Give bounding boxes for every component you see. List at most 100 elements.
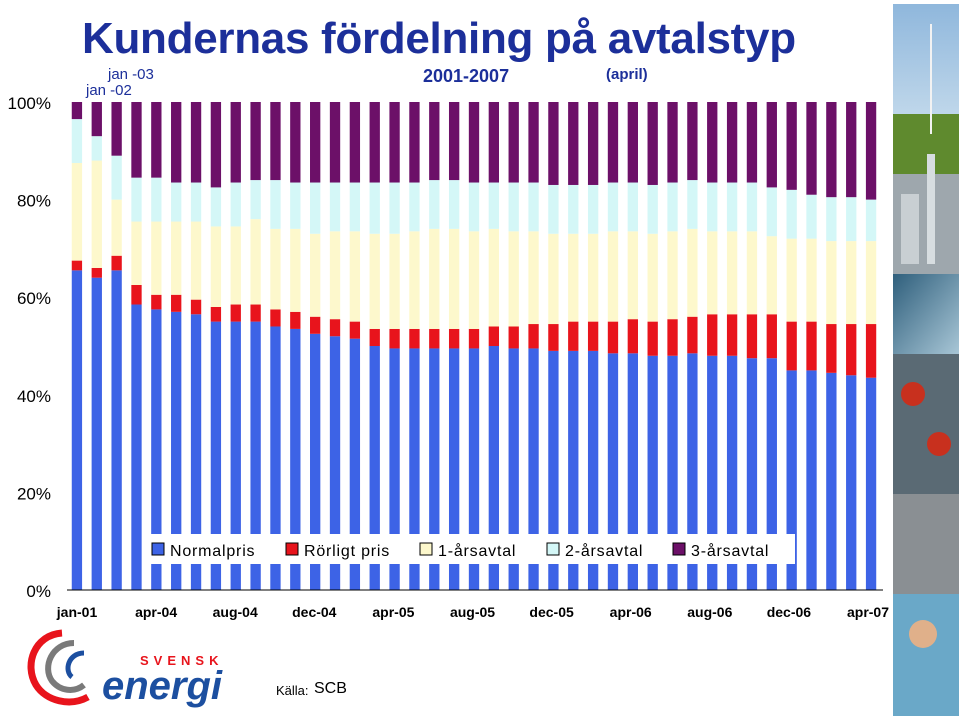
x-tick-label: jan-01 bbox=[56, 604, 98, 620]
bar-segment-2 bbox=[865, 324, 877, 378]
bar-segment-3 bbox=[329, 231, 341, 320]
bar-segment-2 bbox=[826, 324, 837, 373]
bar-segment-5 bbox=[707, 102, 718, 183]
bar-segment-4 bbox=[687, 180, 698, 229]
y-tick-label: 60% bbox=[17, 289, 51, 308]
bar-segment-3 bbox=[766, 236, 777, 315]
bar-segment-3 bbox=[627, 231, 638, 320]
y-tick-label: 20% bbox=[17, 484, 51, 503]
bar-segment-2 bbox=[568, 321, 579, 351]
y-tick-label: 40% bbox=[17, 387, 51, 406]
legend-label: Normalpris bbox=[170, 543, 255, 560]
stacked-bar-chart: 0% 20% 40% 60% 80% 100% jan-01 apr-04 aug-04 dec-… bbox=[8, 94, 890, 620]
bar-segment-3 bbox=[190, 221, 202, 300]
bar-segment-1 bbox=[71, 270, 83, 590]
bar-segment-4 bbox=[846, 197, 857, 242]
bar-segment-4 bbox=[190, 182, 202, 222]
bar-segment-2 bbox=[409, 328, 420, 349]
bar-segment-3 bbox=[687, 228, 698, 317]
bar-segment-5 bbox=[568, 102, 579, 185]
legend-swatch bbox=[285, 542, 299, 556]
y-tick-label: 80% bbox=[17, 192, 51, 211]
bar-segment-2 bbox=[429, 328, 440, 349]
bar-segment-2 bbox=[786, 321, 797, 371]
bar-segment-4 bbox=[171, 182, 182, 222]
annotation-jan-03: jan -03 bbox=[108, 66, 154, 83]
bar-segment-5 bbox=[846, 102, 857, 198]
x-tick-label: apr-05 bbox=[372, 604, 414, 620]
bar-segment-2 bbox=[369, 328, 380, 346]
y-tick-label: 0% bbox=[26, 582, 51, 601]
bar-segment-3 bbox=[270, 228, 281, 310]
bar-segment-5 bbox=[587, 102, 599, 185]
bar-segment-5 bbox=[607, 102, 619, 183]
bar-segment-4 bbox=[409, 182, 420, 232]
bar-segment-4 bbox=[91, 136, 102, 161]
logo-swoosh-grey bbox=[45, 640, 86, 693]
bar-segment-1 bbox=[389, 348, 400, 590]
bar-segment-3 bbox=[746, 231, 758, 315]
bar-segment-2 bbox=[230, 304, 241, 322]
bar-segment-1 bbox=[766, 358, 777, 590]
bar-segment-3 bbox=[151, 221, 162, 295]
bar-segment-4 bbox=[528, 182, 539, 232]
bar-segment-3 bbox=[865, 241, 877, 325]
bar-segment-1 bbox=[409, 348, 420, 590]
bar-segment-4 bbox=[71, 119, 83, 163]
x-tick-label: aug-05 bbox=[450, 604, 495, 620]
bar-segment-4 bbox=[667, 182, 678, 232]
legend-swatch bbox=[672, 542, 686, 556]
bar-segment-3 bbox=[607, 231, 619, 322]
bar-segment-3 bbox=[448, 228, 460, 329]
bar-segment-5 bbox=[369, 102, 380, 183]
bar-segment-3 bbox=[230, 226, 241, 305]
bar-segment-2 bbox=[508, 326, 519, 349]
bar-segment-1 bbox=[210, 321, 222, 590]
legend-label: Rörligt pris bbox=[304, 543, 390, 560]
bar-segment-3 bbox=[707, 231, 718, 315]
x-tick-label: dec-04 bbox=[292, 604, 337, 620]
bar-segment-5 bbox=[865, 102, 877, 200]
bar-segment-1 bbox=[528, 348, 539, 590]
bar-segment-1 bbox=[687, 353, 698, 590]
bar-segment-3 bbox=[508, 231, 519, 327]
bar-segment-3 bbox=[667, 231, 678, 320]
bar-segment-1 bbox=[865, 377, 877, 590]
bar-segment-5 bbox=[508, 102, 519, 183]
bar-segment-3 bbox=[91, 160, 102, 268]
bar-segment-3 bbox=[548, 233, 559, 325]
bar-segment-1 bbox=[806, 370, 817, 590]
bar-segment-2 bbox=[528, 324, 539, 349]
bar-segment-5 bbox=[726, 102, 738, 183]
bar-segment-4 bbox=[250, 180, 261, 220]
bar-segment-4 bbox=[587, 184, 599, 234]
plant-building bbox=[901, 194, 919, 264]
bar-segment-3 bbox=[111, 199, 122, 256]
bar-segment-3 bbox=[488, 228, 500, 327]
photo-insulators bbox=[893, 354, 959, 494]
bar-segment-2 bbox=[488, 326, 500, 346]
bar-segment-4 bbox=[151, 177, 162, 222]
bar-segment-4 bbox=[111, 155, 122, 200]
bar-segment-2 bbox=[707, 314, 718, 356]
bar-segment-2 bbox=[746, 314, 758, 359]
legend-swatch bbox=[419, 542, 433, 556]
bar-segment-4 bbox=[508, 182, 519, 232]
bar-segment-3 bbox=[846, 241, 857, 325]
bar-segment-3 bbox=[429, 228, 440, 329]
legend-label: 1-årsavtal bbox=[438, 542, 516, 560]
bar-segment-1 bbox=[607, 353, 619, 590]
source-value: SCB bbox=[314, 680, 347, 697]
bar-segment-5 bbox=[290, 102, 301, 183]
bar-segment-2 bbox=[250, 304, 261, 322]
bar-segment-2 bbox=[349, 321, 361, 339]
bar-segment-4 bbox=[766, 187, 777, 237]
bar-segment-5 bbox=[746, 102, 758, 183]
bar-segment-1 bbox=[310, 333, 321, 590]
bar-segment-5 bbox=[270, 102, 281, 181]
bar-segment-3 bbox=[826, 241, 837, 325]
bar-segment-1 bbox=[488, 346, 500, 590]
bar-segment-2 bbox=[290, 311, 301, 329]
x-tick-label: apr-04 bbox=[135, 604, 177, 620]
bar-segment-5 bbox=[230, 102, 241, 183]
